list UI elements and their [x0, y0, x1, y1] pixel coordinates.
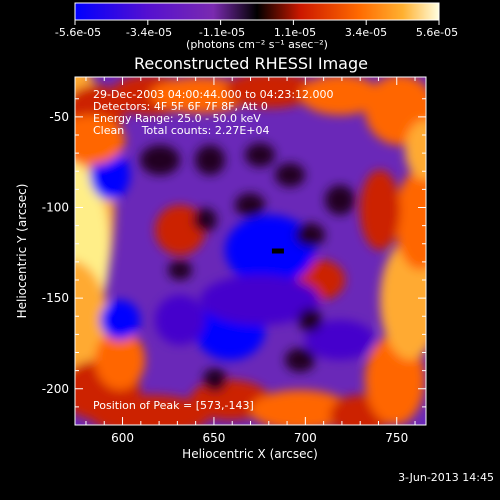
colorbar-tick-label: -3.4e-05 [126, 26, 172, 39]
x-tick-label: 750 [385, 431, 408, 445]
chart-title: Reconstructed RHESSI Image [134, 54, 368, 73]
annotation-time: 29-Dec-2003 04:00:44.000 to 04:23:12.000 [93, 88, 334, 101]
annotation-detectors: Detectors: 4F 5F 6F 7F 8F, Att 0 [93, 100, 268, 113]
peak-position-label: Position of Peak = [573,-143] [93, 399, 254, 412]
annotation-energy: Energy Range: 25.0 - 50.0 keV [93, 112, 261, 125]
y-axis-label: Heliocentric Y (arcsec) [15, 184, 29, 319]
colorbar-tick-label: -1.1e-05 [199, 26, 245, 39]
footer-date: 3-Jun-2013 14:45 [398, 471, 494, 484]
colorbar-unit-label: (photons cm⁻² s⁻¹ asec⁻²) [186, 38, 328, 51]
peak-marker [271, 248, 284, 254]
x-tick-label: 600 [111, 431, 134, 445]
colorbar-ticks: -5.6e-05 -3.4e-05 -1.1e-05 1.1e-05 3.4e-05 5.… [55, 20, 458, 39]
y-tick-label: -200 [42, 382, 69, 396]
x-tick-label: 700 [294, 431, 317, 445]
colorbar-tick-label: 5.6e-05 [416, 26, 458, 39]
colorbar [74, 2, 440, 21]
annotation-clean: Clean Total counts: 2.27E+04 [93, 124, 270, 137]
axis-ticks: 600 650 700 750 -50 -100 -150 -200 [42, 77, 426, 445]
y-tick-label: -150 [42, 291, 69, 305]
y-tick-label: -50 [49, 110, 69, 124]
y-tick-label: -100 [42, 201, 69, 215]
colorbar-tick-label: 3.4e-05 [345, 26, 387, 39]
heatmap-image [75, 77, 426, 425]
x-axis-label: Heliocentric X (arcsec) [182, 447, 318, 461]
x-tick-label: 650 [202, 431, 225, 445]
colorbar-tick-label: 1.1e-05 [274, 26, 316, 39]
colorbar-tick-label: -5.6e-05 [55, 26, 101, 39]
